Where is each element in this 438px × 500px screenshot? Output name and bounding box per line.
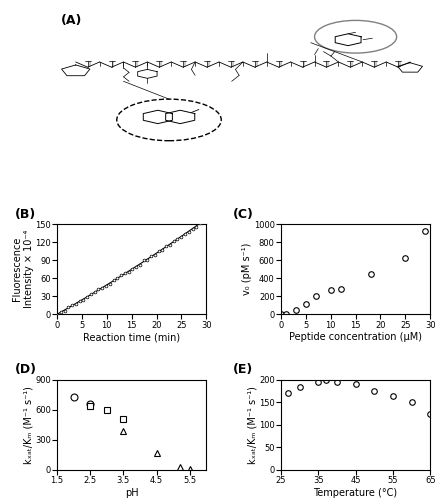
Y-axis label: v₀ (pM s⁻¹): v₀ (pM s⁻¹) bbox=[242, 243, 252, 296]
Y-axis label: Fluorescence
Intensity × 10⁻⁴: Fluorescence Intensity × 10⁻⁴ bbox=[12, 230, 34, 308]
Text: (A): (A) bbox=[60, 14, 82, 28]
X-axis label: Temperature (°C): Temperature (°C) bbox=[313, 488, 397, 498]
Text: (C): (C) bbox=[233, 208, 254, 220]
Text: (B): (B) bbox=[15, 208, 36, 220]
Text: (E): (E) bbox=[233, 364, 253, 376]
Y-axis label: kₓₐₜ/Kₘ (M⁻¹ s⁻¹): kₓₐₜ/Kₘ (M⁻¹ s⁻¹) bbox=[247, 386, 257, 464]
X-axis label: Reaction time (min): Reaction time (min) bbox=[83, 332, 180, 342]
X-axis label: pH: pH bbox=[124, 488, 138, 498]
Text: (D): (D) bbox=[15, 364, 37, 376]
X-axis label: Peptide concentration (μM): Peptide concentration (μM) bbox=[289, 332, 421, 342]
Y-axis label: kₓₐₜ/Kₘ (M⁻¹ s⁻¹): kₓₐₜ/Kₘ (M⁻¹ s⁻¹) bbox=[24, 386, 33, 464]
